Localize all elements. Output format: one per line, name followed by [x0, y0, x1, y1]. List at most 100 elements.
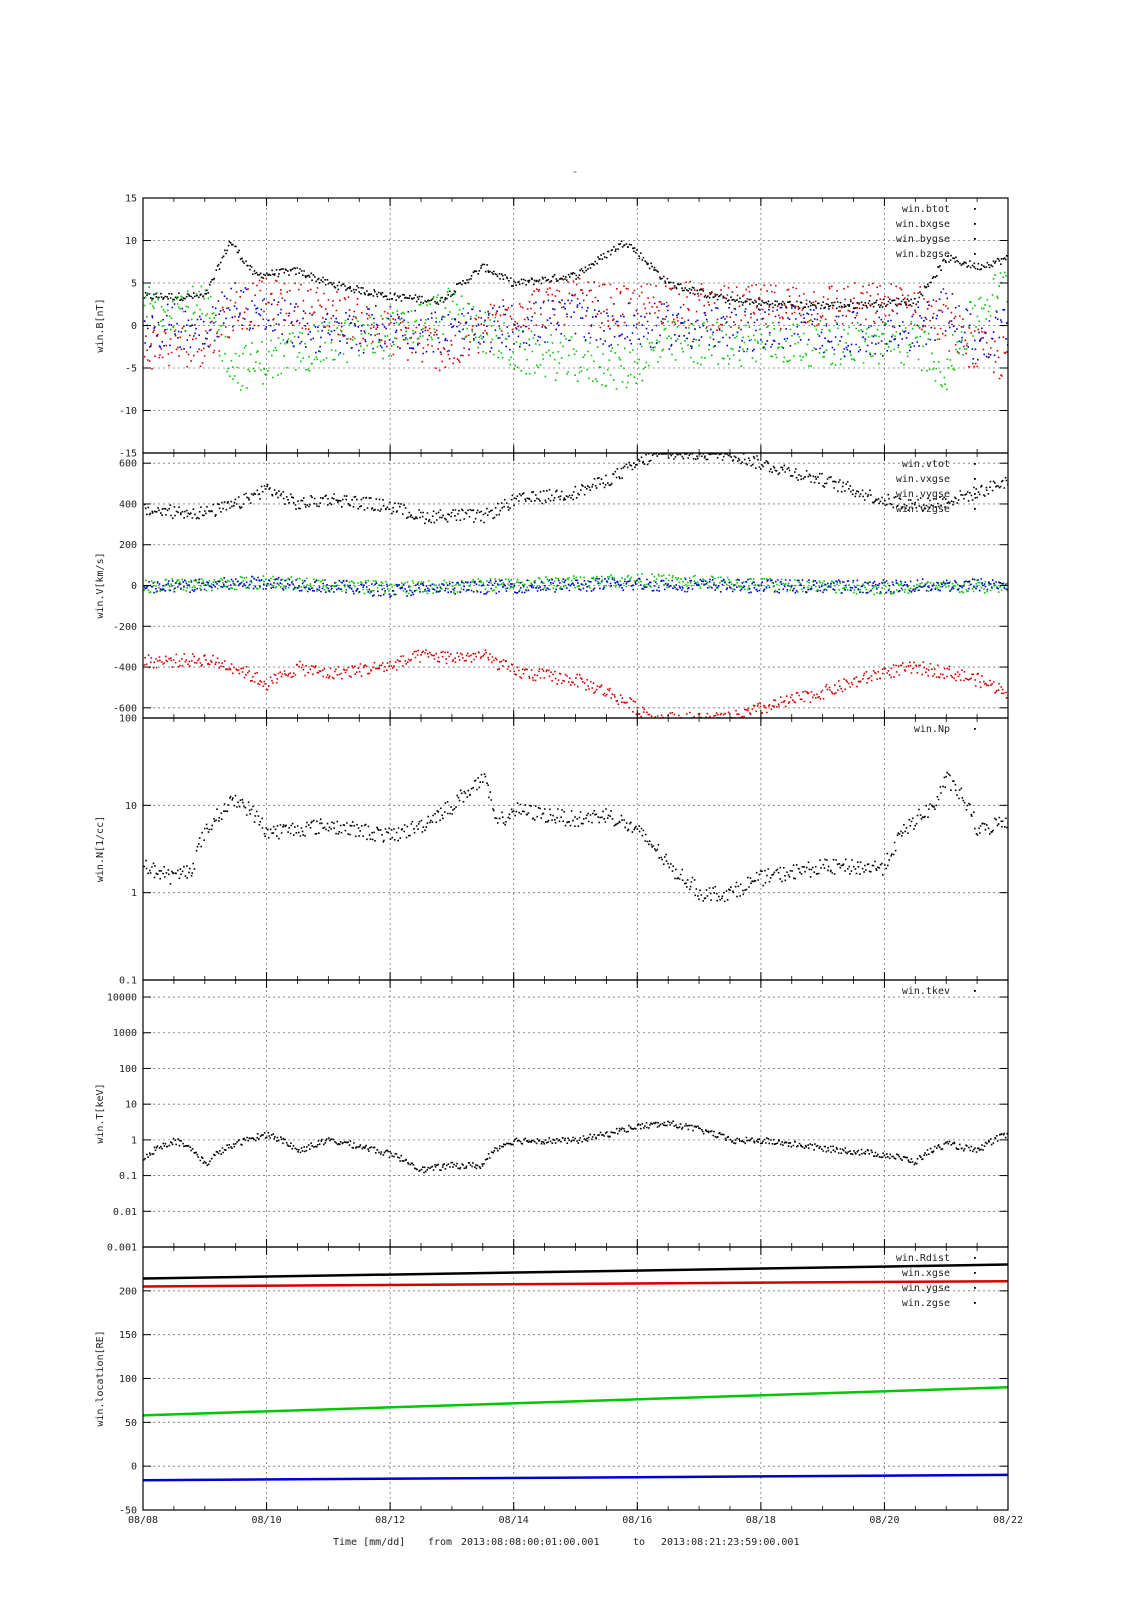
legend-marker: [974, 728, 976, 730]
legend-marker: [974, 253, 976, 255]
legend-marker: [974, 223, 976, 225]
y-tick-label: -200: [113, 622, 137, 633]
y-tick-label: 1000: [113, 1028, 137, 1039]
legend-label: win.zgse: [902, 1298, 950, 1309]
series-points-win.vxgse: [143, 649, 1008, 718]
legend-marker: [974, 990, 976, 992]
panels-group: -15-10-5051015win.B[nT]win.btotwin.bxgse…: [95, 194, 1023, 1527]
series-line-win.ygse: [143, 1386, 1008, 1417]
panel-4: 0.001 0.01 0.1 1 10 100 1000 10000 win.T[keV] win…: [95, 979, 1009, 1254]
x-tick-label: 08/16: [622, 1515, 652, 1526]
x-tick-label: 08/22: [993, 1515, 1023, 1526]
legend-label: win.xgse: [902, 1268, 950, 1279]
panel-5: -50 0 50 100 150 200 win.location[RE] win.Rdist…: [95, 1246, 1009, 1517]
legend-marker: [974, 1272, 976, 1274]
series-points-win.vzgse: [143, 575, 1008, 598]
y-tick-label: 0: [131, 321, 137, 332]
panel-frame: [142, 717, 1009, 981]
y-tick-label: -600: [113, 703, 137, 714]
y-tick-label: 200: [119, 540, 137, 551]
y-tick-label: 1: [131, 888, 137, 899]
legend-marker: [974, 1257, 976, 1259]
y-tick-label: 200: [119, 1286, 137, 1297]
y-tick-label: 10: [125, 236, 137, 247]
legend-label: win.vzgse: [896, 504, 950, 515]
y-tick-label: -10: [119, 406, 137, 417]
x-tick-label: 08/20: [869, 1515, 899, 1526]
legend-marker: [974, 508, 976, 510]
y-tick-label: 15: [125, 194, 137, 205]
figure-top-mark: -: [572, 165, 579, 178]
panel-3: 0.1 1 10 100 win.N[1/cc] win.Np: [95, 714, 1009, 987]
y-tick-label: 100: [119, 1374, 137, 1385]
y-tick-label: 0.1: [119, 976, 137, 987]
y-tick-label: 0: [131, 581, 137, 592]
legend-marker: [974, 463, 976, 465]
series-points-win.vygse: [143, 573, 1008, 596]
legend-label: win.vygse: [896, 489, 950, 500]
y-tick-label: 5: [131, 279, 137, 290]
y-tick-label: 10: [125, 1100, 137, 1111]
panel-data: [143, 771, 1008, 903]
y-tick-label: 600: [119, 459, 137, 470]
x-tick-label: 08/14: [499, 1515, 529, 1526]
y-tick-label: 400: [119, 499, 137, 510]
x-tick-label: 08/10: [252, 1515, 282, 1526]
y-tick-label: 1: [131, 1135, 137, 1146]
legend-label: win.tkev: [902, 986, 950, 997]
legend-marker: [974, 478, 976, 480]
panel-1: -15 -10 -5 0 5 10 15 win.B[nT] win.btot win.bxgse…: [95, 194, 1009, 460]
panel-data: [143, 240, 1008, 391]
series-points-win.vtot: [143, 453, 1008, 525]
series-points-win.btot: [143, 240, 1008, 310]
legend-label: win.Np: [914, 724, 950, 735]
y-tick-label: 100: [119, 714, 137, 725]
legend-marker: [974, 238, 976, 240]
series-points-win.tkev: [143, 1120, 1008, 1174]
y-axis-title: win.N[1/cc]: [95, 816, 106, 882]
legend-marker: [974, 493, 976, 495]
y-axis-title: win.location[RE]: [95, 1330, 106, 1426]
xaxis-title: Time [mm/dd]: [333, 1537, 405, 1548]
legend-marker: [974, 208, 976, 210]
panel-frame: [142, 979, 1009, 1248]
y-tick-label: 0: [131, 1462, 137, 1473]
legend-marker: [974, 1287, 976, 1289]
series-line-win.zgse: [143, 1473, 1008, 1482]
figure-footer: Time [mm/dd] from 2013:08:08:00:01:00.00…: [333, 1537, 799, 1548]
y-tick-label: -400: [113, 663, 137, 674]
y-tick-label: 50: [125, 1418, 137, 1429]
legend-label: win.btot: [902, 204, 950, 215]
y-tick-label: 0.1: [119, 1171, 137, 1182]
series-line-win.xgse: [143, 1279, 1008, 1288]
panel-data: [143, 1263, 1008, 1482]
y-tick-label: 0.001: [107, 1243, 137, 1254]
y-tick-label: 100: [119, 1064, 137, 1075]
y-tick-label: -15: [119, 449, 137, 460]
y-axis-title: win.T[keV]: [95, 1083, 106, 1143]
to-time: 2013:08:21:23:59:00.001: [661, 1537, 799, 1548]
from-time: 2013:08:08:00:01:00.001: [461, 1537, 599, 1548]
y-tick-label: 10: [125, 801, 137, 812]
legend-label: win.vtot: [902, 459, 950, 470]
panel-data: [143, 453, 1008, 718]
y-tick-label: 0.01: [113, 1207, 137, 1218]
panel-2: -600 -400 -200 0 200 400 600 win.V[km/s] win.vto…: [95, 452, 1009, 719]
y-tick-label: -50: [119, 1506, 137, 1517]
y-axis-title: win.V[km/s]: [95, 552, 106, 618]
x-tick-label: 08/18: [746, 1515, 776, 1526]
y-tick-label: 150: [119, 1330, 137, 1341]
x-tick-label: 08/08: [128, 1515, 158, 1526]
legend-label: win.bzgse: [896, 249, 950, 260]
y-tick-label: -5: [125, 364, 137, 375]
panel-data: [143, 1120, 1008, 1174]
y-axis-title: win.B[nT]: [95, 298, 106, 352]
series-line-win.Rdist: [143, 1263, 1008, 1280]
to-label: to: [633, 1537, 645, 1548]
from-label: from: [428, 1537, 452, 1548]
x-tick-label: 08/12: [375, 1515, 405, 1526]
legend-marker: [974, 1302, 976, 1304]
legend-label: win.ygse: [902, 1283, 950, 1294]
y-tick-label: 10000: [107, 993, 137, 1004]
